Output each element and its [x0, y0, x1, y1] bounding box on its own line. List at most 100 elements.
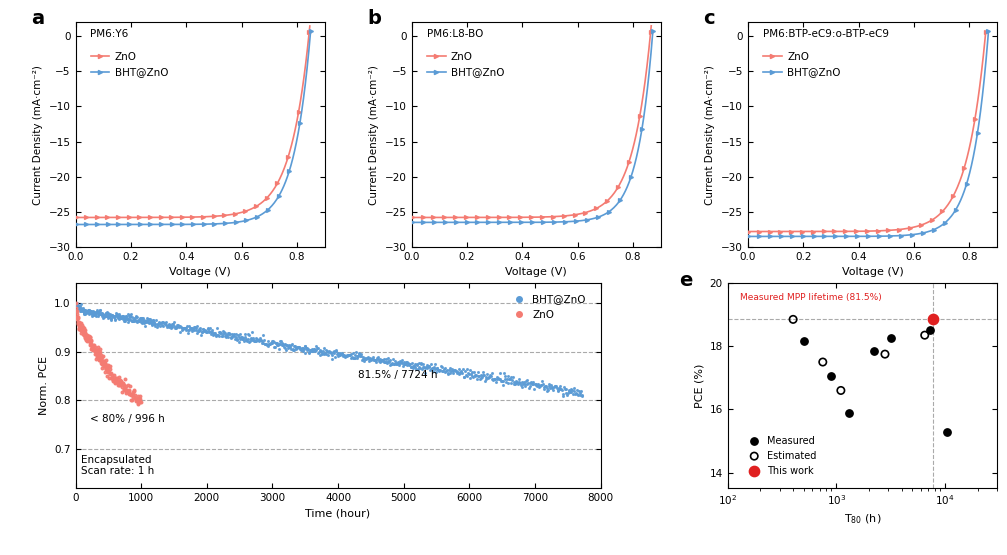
Point [303, 346, 319, 355]
Point [91, 355, 107, 364]
Point [124, 316, 140, 325]
Point [93, 355, 109, 364]
Point [69, 312, 86, 321]
Point [69, 314, 86, 323]
Point [385, 355, 401, 364]
Point [191, 325, 207, 334]
Point [87, 346, 103, 355]
Point [260, 341, 276, 350]
Point [345, 348, 362, 357]
Point [164, 320, 180, 329]
Point [167, 323, 183, 332]
Point [302, 345, 318, 354]
Point [120, 317, 136, 326]
Point [107, 374, 123, 382]
Point [130, 398, 146, 407]
Point [287, 342, 303, 351]
Point [269, 339, 285, 347]
Point [479, 370, 495, 379]
Point [495, 369, 512, 378]
Point [381, 357, 397, 366]
Point [467, 372, 483, 381]
Point [141, 319, 157, 327]
Point [513, 379, 529, 388]
Point [71, 324, 88, 333]
Point [468, 371, 484, 380]
Point [225, 331, 241, 340]
Point [421, 362, 437, 371]
Point [95, 313, 111, 322]
Point [106, 313, 122, 322]
Point [96, 359, 112, 368]
Point [411, 362, 427, 371]
Point [99, 363, 115, 372]
Point [450, 368, 466, 377]
Point [69, 301, 86, 310]
Point [367, 356, 383, 365]
Point [265, 336, 281, 345]
Point [103, 373, 119, 382]
Point [145, 315, 161, 324]
Point [504, 379, 520, 387]
Point [87, 310, 103, 319]
Point [93, 310, 109, 319]
Text: e: e [679, 271, 693, 290]
X-axis label: Time (hour): Time (hour) [305, 509, 371, 519]
Point [494, 380, 511, 389]
Point [432, 365, 448, 374]
Point [200, 327, 217, 336]
Point [180, 329, 196, 338]
Point [68, 310, 85, 319]
Point [111, 379, 127, 388]
Point [202, 324, 219, 332]
Point [237, 330, 253, 339]
Point [429, 364, 445, 373]
Point [97, 359, 113, 368]
Point [105, 376, 121, 385]
Point [190, 326, 206, 335]
Point [523, 379, 539, 387]
Point [373, 355, 389, 364]
Point [508, 378, 524, 387]
Point [501, 374, 518, 383]
Point [125, 388, 141, 397]
Point [93, 353, 109, 362]
Point [69, 301, 86, 310]
Point [295, 346, 311, 355]
Point [460, 368, 476, 377]
Point [89, 346, 105, 355]
Point [515, 382, 531, 391]
Point [256, 331, 272, 340]
Point [129, 317, 145, 326]
Point [167, 324, 183, 332]
Point [412, 364, 428, 372]
X-axis label: Voltage (V): Voltage (V) [169, 268, 231, 278]
Point [347, 354, 364, 363]
Point [416, 362, 432, 371]
Point [449, 369, 465, 377]
Point [404, 359, 420, 367]
Point [270, 340, 286, 349]
Point [121, 311, 137, 320]
Point [75, 324, 91, 333]
Point [144, 321, 160, 330]
Point [158, 320, 174, 329]
Point [84, 337, 100, 346]
Point [461, 370, 477, 379]
Point [458, 364, 474, 373]
Point [325, 347, 341, 356]
Point [196, 327, 212, 336]
Point [76, 307, 92, 316]
Estimated [877, 350, 893, 359]
Point [567, 390, 583, 398]
Point [505, 373, 521, 382]
Point [562, 388, 578, 397]
Point [133, 391, 149, 400]
Point [99, 362, 115, 371]
Point [313, 346, 329, 355]
Point [85, 344, 101, 352]
Point [455, 372, 471, 381]
Measured [921, 326, 938, 335]
Point [481, 373, 497, 382]
Point [518, 376, 534, 385]
